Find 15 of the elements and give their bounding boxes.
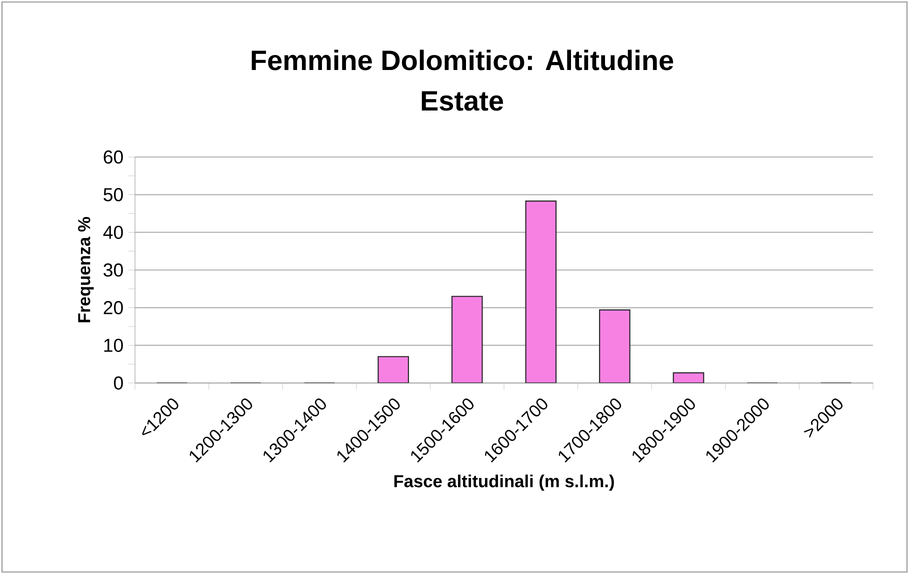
- y-tick-label: 60: [104, 150, 123, 164]
- y-tick-label: 20: [104, 301, 123, 314]
- bar: [599, 309, 630, 383]
- bar: [378, 356, 409, 383]
- bar: [451, 296, 483, 383]
- chart-title: Femmine Dolomitico: Altitudine: [252, 50, 674, 70]
- bar: [525, 200, 557, 383]
- y-tick-label: 40: [103, 226, 123, 239]
- y-tick-label: 0: [114, 376, 123, 390]
- y-tick-label: 50: [104, 188, 123, 202]
- chart-subtitle: Estate: [422, 91, 504, 111]
- x-axis-title: Fasce altitudinali (m s.l.m.): [394, 474, 614, 491]
- y-tick-label: 30: [104, 263, 123, 277]
- y-tick-label: 10: [104, 338, 123, 352]
- y-axis-title: Frequenza %: [78, 217, 94, 322]
